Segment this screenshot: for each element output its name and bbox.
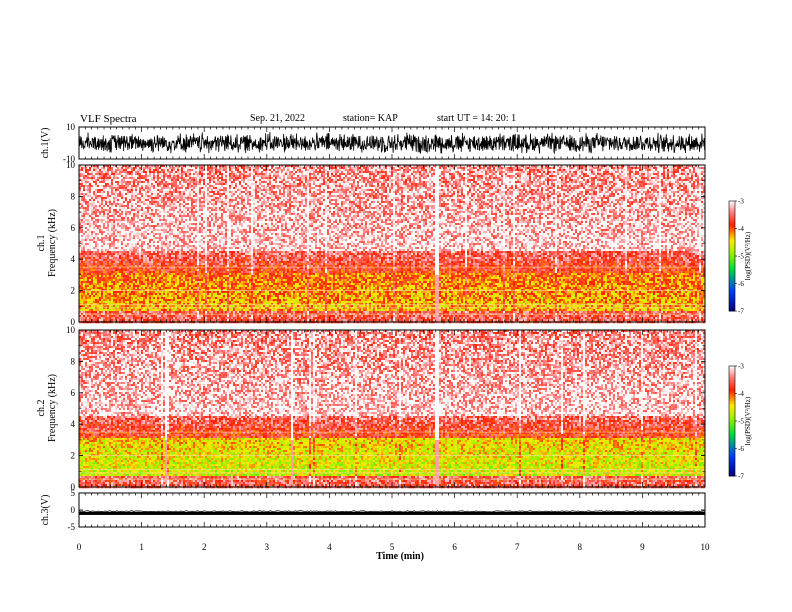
ch3-waveform-ylabel: ch.3(V) [40,495,51,526]
colorbar-tick-label: -7 [738,473,744,481]
x-tick-label: 8 [578,542,583,552]
colorbar-tick-label: -4 [738,390,744,398]
spectrogram-ch1 [79,165,705,323]
panel-frame-4 [79,493,705,527]
y-tick-label: 5 [71,488,76,498]
colorbar-tick-label: -3 [738,198,744,206]
y-tick-label: -5 [68,522,76,532]
ch1-spectrogram-ylabel: ch.1Frequency (kHz) [36,209,58,277]
y-tick-label: 10 [66,160,76,170]
colorbar-tick-label: -7 [738,308,744,316]
colorbar-ch2 [729,366,737,476]
y-tick-label: 4 [71,254,76,264]
x-tick-label: 0 [77,542,82,552]
ch1-waveform-trace [79,132,705,154]
ch3-waveform-band [79,512,705,515]
x-tick-label: 6 [452,542,457,552]
x-tick-label: 1 [139,542,144,552]
y-tick-label: 2 [71,286,76,296]
colorbar-tick-label: -3 [738,363,744,371]
x-tick-label: 10 [701,542,711,552]
vlf-spectra-figure: VLF Spectra Sep. 21, 2022 station= KAP s… [0,0,792,612]
colorbar-tick-label: -6 [738,280,744,288]
x-tick-label: 7 [515,542,520,552]
x-tick-label: 3 [265,542,270,552]
y-tick-label: 8 [71,191,76,201]
colorbar-ch1 [729,201,737,311]
colorbar-label: log(PSD)(V²/Hz) [744,396,752,445]
colorbar-tick-label: -4 [738,225,744,233]
y-tick-label: 4 [71,419,76,429]
x-tick-label: 2 [202,542,207,552]
y-tick-label: 6 [71,223,76,233]
ch3-waveform-trace [79,511,705,512]
x-tick-label: 4 [327,542,332,552]
y-tick-label: 6 [71,388,76,398]
spectrogram-ch2 [79,330,705,488]
y-tick-label: 8 [71,356,76,366]
colorbar-tick-label: -6 [738,445,744,453]
plot-canvas: 10-100246810024681050-5ch.1(V)ch.1Freque… [0,0,792,612]
y-tick-label: 10 [66,325,76,335]
y-tick-label: 10 [66,122,76,132]
colorbar-label: log(PSD)(V²/Hz) [744,231,752,280]
y-tick-label: 0 [71,505,76,515]
y-tick-label: 2 [71,451,76,461]
ch1-waveform-ylabel: ch.1(V) [40,128,51,159]
ch2-spectrogram-ylabel: ch.2Frequency (kHz) [36,374,58,442]
x-tick-label: 9 [640,542,645,552]
x-axis-label: Time (min) [376,551,424,562]
